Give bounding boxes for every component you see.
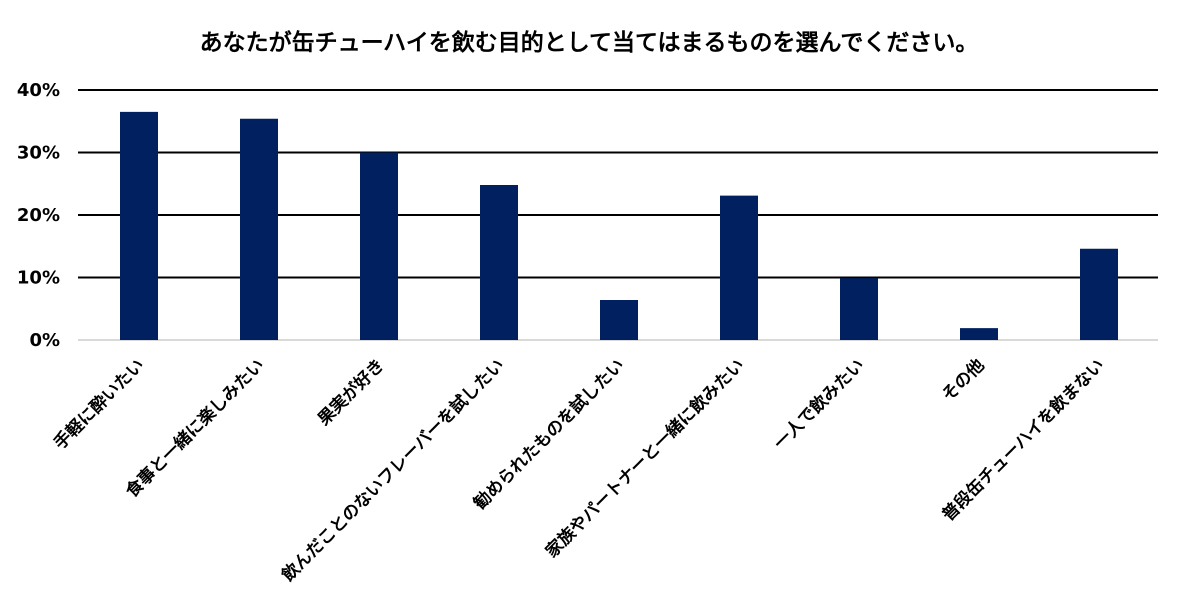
x-tick-label: その他: [938, 355, 989, 406]
bar: [360, 152, 398, 340]
y-tick-label: 0%: [29, 330, 60, 351]
bar: [600, 300, 638, 340]
y-tick-label: 10%: [17, 268, 60, 289]
x-tick-label: 食事と一緒に楽しみたい: [121, 355, 268, 502]
y-tick-label: 20%: [17, 205, 60, 226]
bar: [240, 118, 278, 340]
bar: [120, 111, 158, 340]
chart-title: あなたが缶チューハイを飲む目的として当てはまるものを選んでください。: [200, 29, 979, 56]
bar: [840, 278, 878, 340]
bar: [720, 195, 758, 340]
y-tick-label: 40%: [17, 80, 60, 101]
bar: [960, 328, 998, 340]
x-tick-label: 果実が好き: [314, 355, 389, 430]
bar: [480, 185, 518, 340]
x-tick-label: 手軽に酔いたい: [50, 355, 149, 454]
x-tick-label: 一人で飲みたい: [770, 355, 869, 454]
bar: [1080, 248, 1118, 340]
y-axis-ticks: 0% 10% 20% 30% 40%: [17, 80, 60, 351]
y-tick-label: 30%: [17, 143, 60, 164]
x-tick-label: 家族やパートナーと一緒に飲みたい: [541, 355, 748, 562]
x-tick-label: 飲んだことのないフレーバーを試したい: [277, 355, 509, 587]
bars: [120, 111, 1118, 340]
